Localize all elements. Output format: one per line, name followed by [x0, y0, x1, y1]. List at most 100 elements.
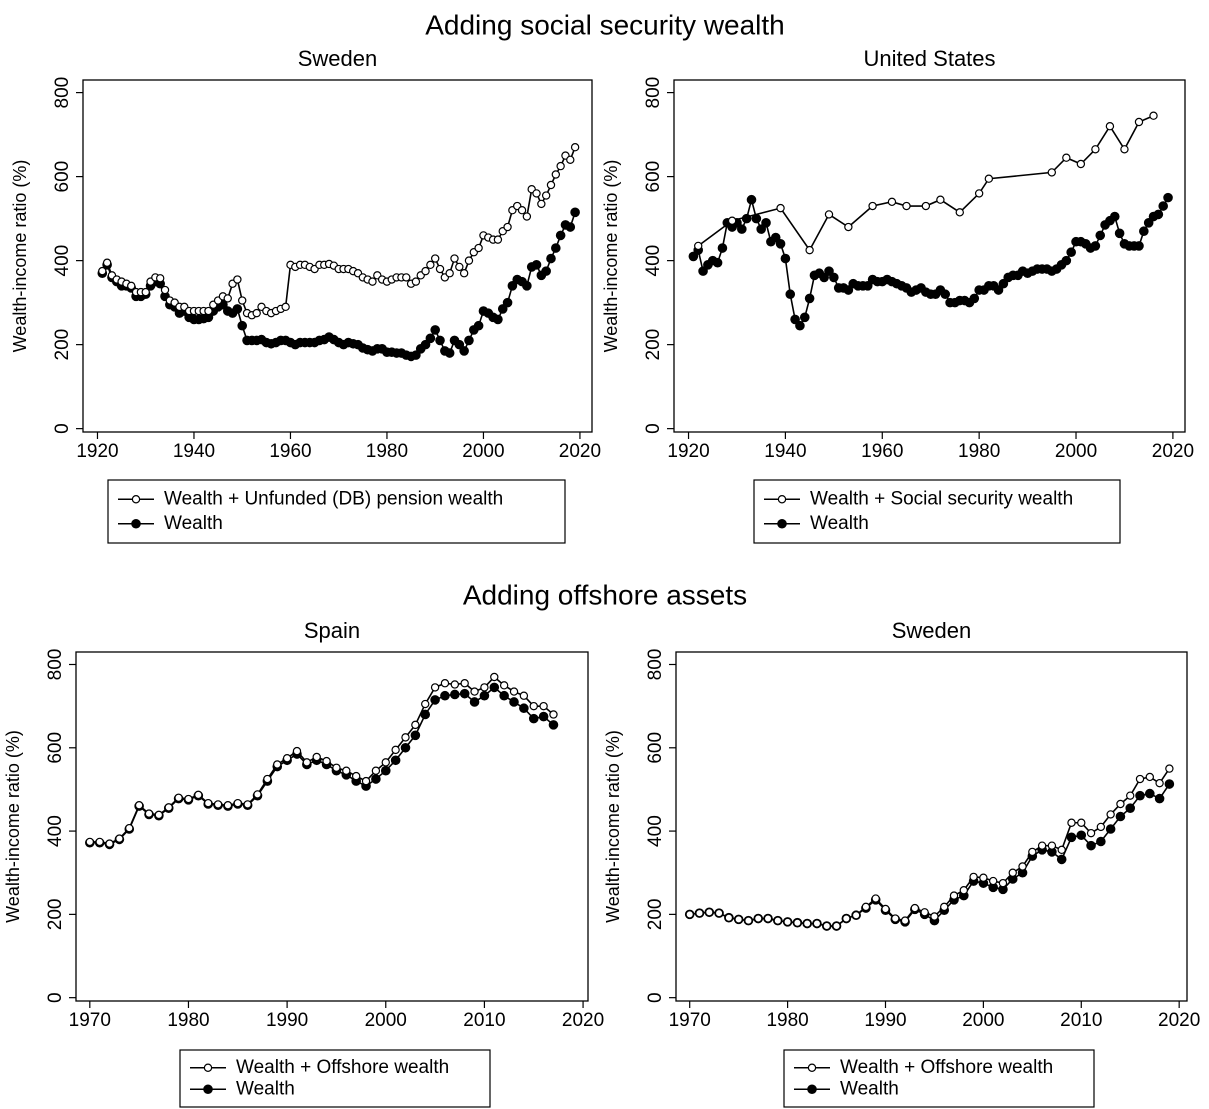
- marker: [775, 239, 786, 249]
- marker: [539, 701, 548, 711]
- marker: [955, 208, 964, 217]
- marker: [902, 201, 911, 211]
- marker: [714, 908, 724, 918]
- legend-marker: [203, 1063, 213, 1072]
- marker: [532, 189, 541, 198]
- y-axis-label: Wealth-income ratio (%): [601, 160, 621, 353]
- panel: Spain Wealth-income ratio (%) 0 200 400 600 80…: [3, 618, 604, 1108]
- marker: [154, 810, 164, 820]
- marker: [570, 143, 580, 152]
- marker: [528, 713, 539, 724]
- marker: [421, 699, 430, 709]
- x-tick-label: 2000: [962, 1010, 1004, 1031]
- marker: [763, 914, 773, 923]
- x-tick-label: 1980: [366, 441, 408, 462]
- series-line: [692, 197, 1169, 328]
- marker: [1116, 799, 1125, 809]
- marker: [1115, 811, 1126, 822]
- plot-frame: [75, 651, 589, 1002]
- marker: [459, 346, 469, 356]
- marker: [1149, 111, 1158, 120]
- marker: [998, 278, 1009, 289]
- marker: [273, 760, 282, 769]
- x-tick-label: 2020: [559, 441, 601, 462]
- marker: [507, 281, 518, 291]
- legend-marker: [807, 1084, 817, 1095]
- marker: [402, 273, 411, 282]
- marker: [549, 710, 558, 719]
- marker: [851, 911, 861, 920]
- marker: [426, 260, 435, 270]
- panel: Sweden Wealth-income ratio (%) 0 200 400 600 8…: [10, 46, 601, 544]
- marker: [541, 191, 551, 200]
- y-tick-label: 0: [643, 423, 664, 434]
- marker: [450, 254, 459, 263]
- marker: [459, 688, 470, 699]
- marker: [410, 730, 421, 741]
- marker: [361, 776, 371, 786]
- marker: [480, 683, 489, 692]
- y-tick-label: 600: [645, 732, 666, 764]
- marker: [184, 794, 193, 804]
- marker: [312, 752, 321, 762]
- marker: [411, 277, 421, 286]
- marker: [460, 679, 469, 688]
- marker: [551, 170, 561, 179]
- marker: [832, 921, 841, 931]
- marker: [1120, 145, 1129, 154]
- marker: [450, 689, 460, 700]
- legend-marker: [203, 1084, 213, 1095]
- marker: [371, 766, 381, 775]
- marker: [881, 904, 890, 914]
- y-tick-label: 400: [643, 245, 664, 277]
- marker: [1008, 868, 1017, 877]
- marker: [776, 203, 785, 213]
- y-tick-label: 400: [645, 815, 666, 847]
- x-tick-label: 1990: [266, 1010, 308, 1031]
- series-line: [697, 114, 1154, 252]
- marker: [1086, 840, 1096, 851]
- marker: [160, 285, 170, 295]
- y-tick-label: 400: [45, 815, 66, 847]
- panel-title: Spain: [304, 618, 360, 643]
- legend-label: Wealth: [236, 1078, 295, 1099]
- marker: [783, 917, 792, 927]
- marker: [1135, 774, 1145, 784]
- marker: [281, 302, 290, 312]
- marker: [252, 308, 261, 318]
- marker: [473, 320, 484, 331]
- marker: [1165, 764, 1174, 773]
- marker: [509, 697, 519, 707]
- marker: [988, 876, 998, 886]
- marker: [1153, 209, 1164, 220]
- marker: [522, 281, 532, 291]
- marker: [368, 277, 377, 286]
- marker: [734, 915, 743, 924]
- marker: [936, 195, 945, 204]
- marker: [705, 908, 714, 917]
- x-tick-label: 1960: [269, 441, 311, 462]
- x-tick-label: 2010: [463, 1010, 505, 1031]
- section-title: Adding social security wealth: [425, 9, 785, 40]
- marker: [213, 800, 223, 809]
- marker: [1143, 218, 1154, 228]
- marker: [1066, 832, 1077, 843]
- marker: [555, 230, 566, 241]
- marker: [425, 333, 436, 344]
- legend-marker: [777, 495, 787, 504]
- marker: [790, 314, 800, 325]
- marker: [1090, 241, 1101, 251]
- marker: [1047, 168, 1057, 177]
- marker: [1106, 810, 1115, 819]
- marker: [824, 210, 834, 219]
- marker: [243, 800, 252, 809]
- marker: [342, 766, 351, 775]
- marker: [440, 679, 450, 688]
- legend-label: Wealth: [810, 513, 869, 534]
- legend-box: [107, 479, 566, 544]
- marker: [371, 774, 381, 784]
- marker: [1056, 854, 1067, 865]
- marker: [548, 720, 559, 730]
- marker: [1109, 211, 1120, 222]
